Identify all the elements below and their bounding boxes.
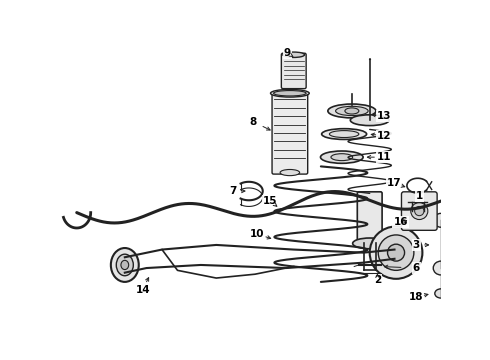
Text: 9: 9 xyxy=(284,48,291,58)
Ellipse shape xyxy=(415,206,424,216)
Ellipse shape xyxy=(435,289,447,298)
Ellipse shape xyxy=(111,248,139,282)
Ellipse shape xyxy=(331,154,353,161)
Ellipse shape xyxy=(369,226,422,279)
Ellipse shape xyxy=(336,106,368,116)
FancyBboxPatch shape xyxy=(401,192,437,230)
Ellipse shape xyxy=(116,254,133,276)
Ellipse shape xyxy=(280,170,300,176)
Text: 12: 12 xyxy=(377,131,392,141)
Ellipse shape xyxy=(388,244,405,261)
Ellipse shape xyxy=(273,91,306,96)
FancyBboxPatch shape xyxy=(272,92,308,174)
Text: 16: 16 xyxy=(393,217,408,227)
Ellipse shape xyxy=(329,131,359,138)
Ellipse shape xyxy=(412,215,423,222)
Text: 6: 6 xyxy=(413,263,420,273)
Text: 7: 7 xyxy=(230,186,237,196)
Ellipse shape xyxy=(270,89,309,97)
Text: 14: 14 xyxy=(135,285,150,294)
Text: 18: 18 xyxy=(409,292,423,302)
Ellipse shape xyxy=(350,115,389,126)
Ellipse shape xyxy=(121,260,129,270)
Ellipse shape xyxy=(353,238,387,249)
Ellipse shape xyxy=(328,104,376,118)
Ellipse shape xyxy=(283,52,305,58)
Ellipse shape xyxy=(321,129,367,139)
Ellipse shape xyxy=(433,261,449,275)
Ellipse shape xyxy=(488,159,490,202)
Ellipse shape xyxy=(411,203,428,220)
Ellipse shape xyxy=(408,211,428,226)
Text: 3: 3 xyxy=(413,240,420,250)
Ellipse shape xyxy=(433,213,449,227)
FancyBboxPatch shape xyxy=(281,53,306,89)
Text: 2: 2 xyxy=(374,275,381,285)
Text: 13: 13 xyxy=(377,111,392,121)
Ellipse shape xyxy=(345,108,359,114)
FancyBboxPatch shape xyxy=(357,192,382,245)
Bar xyxy=(480,242,490,280)
Text: 15: 15 xyxy=(263,196,278,206)
Text: 10: 10 xyxy=(250,229,265,239)
Text: 8: 8 xyxy=(250,117,257,127)
Text: 17: 17 xyxy=(387,178,402,188)
Text: 11: 11 xyxy=(377,152,392,162)
Ellipse shape xyxy=(386,247,403,261)
Ellipse shape xyxy=(378,235,414,270)
Ellipse shape xyxy=(320,151,363,163)
Bar xyxy=(463,134,490,284)
Text: 1: 1 xyxy=(416,191,423,201)
